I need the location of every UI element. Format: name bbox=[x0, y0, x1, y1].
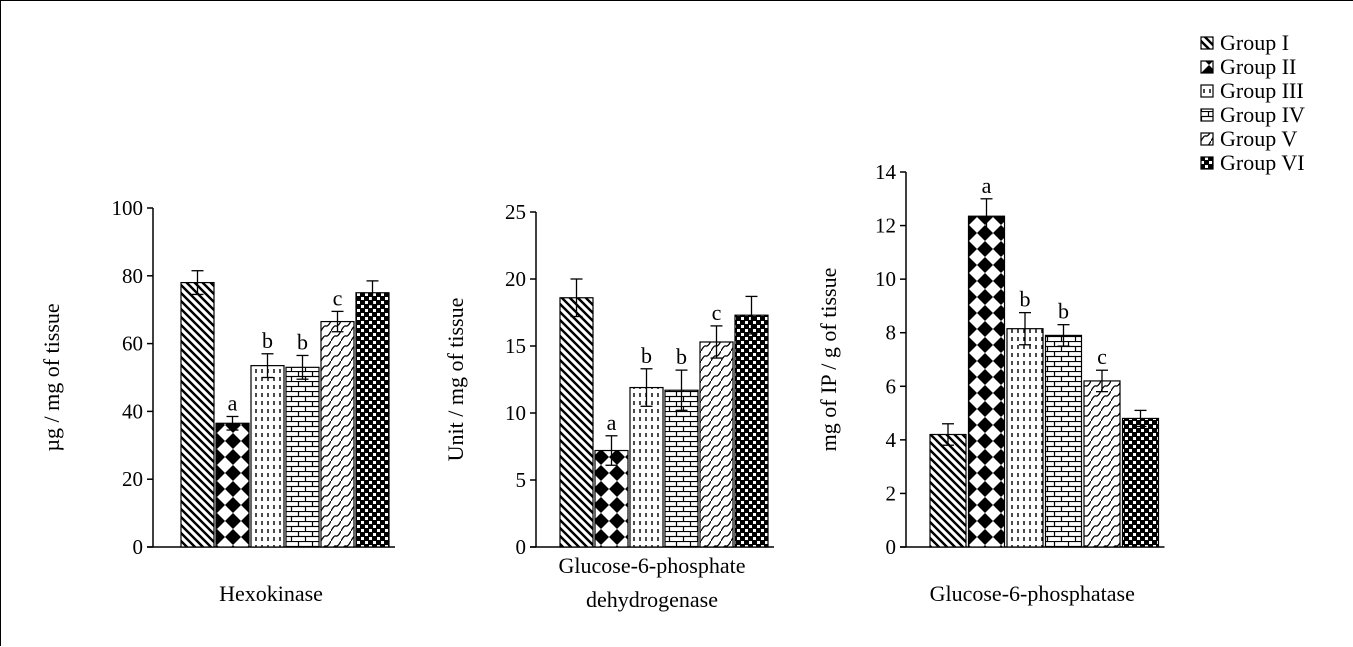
legend-label: Group II bbox=[1220, 54, 1296, 79]
y-tick-label: 20 bbox=[505, 267, 526, 291]
x-axis-label: dehydrogenase bbox=[586, 587, 718, 612]
bar-group-vi bbox=[1121, 417, 1160, 548]
y-tick-label: 10 bbox=[505, 401, 526, 425]
legend-item: Group I bbox=[1200, 30, 1289, 55]
legend-swatch bbox=[1200, 36, 1214, 50]
bar-group-v bbox=[699, 341, 734, 548]
legend-label: Group IV bbox=[1220, 102, 1305, 127]
bar-group-iii bbox=[629, 386, 664, 548]
y-tick-label: 8 bbox=[886, 321, 897, 345]
bar-group-i bbox=[180, 281, 215, 548]
y-tick-label: 40 bbox=[122, 399, 143, 423]
legend-item: Group II bbox=[1200, 54, 1296, 79]
significance-label: b bbox=[641, 343, 652, 368]
significance-label: a bbox=[982, 173, 992, 198]
significance-label: b bbox=[262, 328, 273, 353]
bar-group-i bbox=[559, 297, 594, 548]
legend-swatch bbox=[1200, 60, 1214, 74]
bar-group-v bbox=[1083, 380, 1121, 548]
bar-group-iii bbox=[250, 365, 285, 548]
bar-group-ii bbox=[215, 422, 250, 548]
bar-group-iv bbox=[285, 366, 320, 548]
significance-label: c bbox=[333, 285, 343, 310]
y-tick-label: 4 bbox=[886, 428, 897, 452]
y-tick-label: 15 bbox=[505, 334, 526, 358]
y-tick-label: 2 bbox=[886, 481, 897, 505]
legend-item: Group III bbox=[1200, 78, 1304, 103]
y-tick-label: 0 bbox=[133, 535, 144, 559]
y-tick-label: 6 bbox=[886, 374, 897, 398]
y-tick-label: 10 bbox=[875, 267, 896, 291]
y-tick-label: 0 bbox=[886, 535, 897, 559]
legend-item: Group VI bbox=[1200, 150, 1305, 175]
y-axis-label: Unit / mg of tissue bbox=[443, 298, 468, 462]
legend-item: Group V bbox=[1200, 126, 1297, 151]
bar-group-ii bbox=[967, 215, 1006, 548]
bar-group-vi bbox=[734, 314, 769, 548]
chart-panel-1: 0 20 40 60 80 100 µg / mg of tissue Hexokinase a… bbox=[39, 196, 395, 606]
significance-label: a bbox=[228, 390, 238, 415]
y-tick-label: 25 bbox=[505, 200, 526, 224]
legend-swatch bbox=[1200, 132, 1214, 146]
y-tick-label: 20 bbox=[122, 467, 143, 491]
y-tick-label: 5 bbox=[516, 468, 527, 492]
chart-panel-2: 0 5 10 15 20 25 Unit / mg of tissue Glucose-6-p… bbox=[443, 200, 774, 612]
significance-label: b bbox=[297, 329, 308, 354]
y-tick-label: 100 bbox=[112, 196, 144, 220]
legend-label: Group I bbox=[1220, 30, 1289, 55]
bar-group-i bbox=[929, 433, 967, 548]
y-tick-label: 80 bbox=[122, 264, 143, 288]
significance-label: b bbox=[1020, 287, 1031, 312]
significance-label: a bbox=[607, 410, 617, 435]
x-axis-label: Hexokinase bbox=[219, 581, 323, 606]
legend-label: Group VI bbox=[1220, 150, 1305, 175]
legend-swatch bbox=[1200, 84, 1214, 98]
bar-group-iv bbox=[1044, 334, 1083, 548]
y-tick-label: 14 bbox=[875, 160, 897, 184]
significance-label: b bbox=[1058, 299, 1069, 324]
legend-swatch bbox=[1200, 156, 1214, 170]
y-axis-label: mg of IP / g of tissue bbox=[816, 268, 841, 452]
bar-group-vi bbox=[355, 292, 390, 548]
y-axis-label: µg / mg of tissue bbox=[39, 303, 64, 451]
y-tick-label: 0 bbox=[516, 535, 527, 559]
legend-item: Group IV bbox=[1200, 102, 1305, 127]
legend-label: Group III bbox=[1220, 78, 1304, 103]
significance-label: c bbox=[1097, 344, 1107, 369]
legend-label: Group V bbox=[1220, 126, 1297, 151]
x-axis-label: Glucose-6-phosphate bbox=[559, 553, 746, 578]
chart-panel-3: 0 2 4 6 8 10 12 14 mg of IP / g of tissue Glucose… bbox=[816, 160, 1165, 606]
bar-group-v bbox=[320, 320, 355, 548]
significance-label: b bbox=[676, 344, 687, 369]
y-tick-label: 60 bbox=[122, 332, 143, 356]
bar-group-iv bbox=[664, 389, 699, 548]
legend-swatch bbox=[1200, 108, 1214, 122]
x-axis-label: Glucose-6-phosphatase bbox=[930, 581, 1135, 606]
significance-label: c bbox=[712, 300, 722, 325]
y-tick-label: 12 bbox=[875, 214, 896, 238]
bar-group-iii bbox=[1006, 328, 1044, 548]
